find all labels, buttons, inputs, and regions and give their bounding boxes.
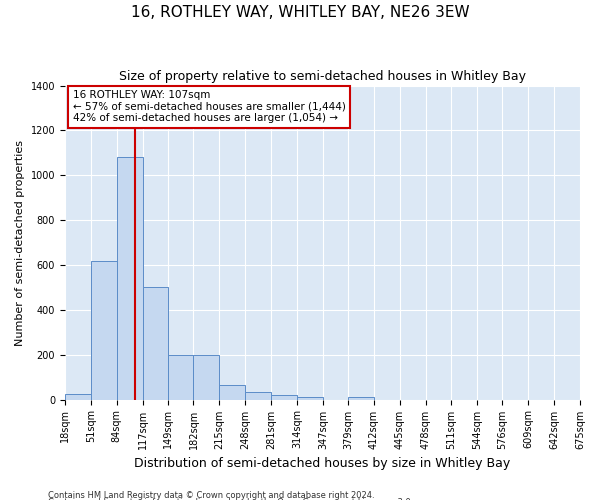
Y-axis label: Number of semi-detached properties: Number of semi-detached properties [15, 140, 25, 346]
Text: 16, ROTHLEY WAY, WHITLEY BAY, NE26 3EW: 16, ROTHLEY WAY, WHITLEY BAY, NE26 3EW [131, 5, 469, 20]
Bar [167, 354, 193, 400]
Bar [91, 260, 116, 400]
Title: Size of property relative to semi-detached houses in Whitley Bay: Size of property relative to semi-detach… [119, 70, 526, 83]
Bar [220, 385, 245, 400]
Text: Contains public sector information licensed under the Open Government Licence v3: Contains public sector information licen… [48, 498, 413, 500]
Bar [193, 354, 220, 400]
Bar [245, 392, 271, 400]
Text: Contains HM Land Registry data © Crown copyright and database right 2024.: Contains HM Land Registry data © Crown c… [48, 490, 374, 500]
Bar [348, 398, 374, 400]
Bar [116, 158, 143, 400]
X-axis label: Distribution of semi-detached houses by size in Whitley Bay: Distribution of semi-detached houses by … [134, 457, 511, 470]
Text: 16 ROTHLEY WAY: 107sqm
← 57% of semi-detached houses are smaller (1,444)
42% of : 16 ROTHLEY WAY: 107sqm ← 57% of semi-det… [73, 90, 346, 124]
Bar [143, 288, 167, 400]
Bar [65, 394, 91, 400]
Bar [297, 397, 323, 400]
Bar [271, 395, 297, 400]
